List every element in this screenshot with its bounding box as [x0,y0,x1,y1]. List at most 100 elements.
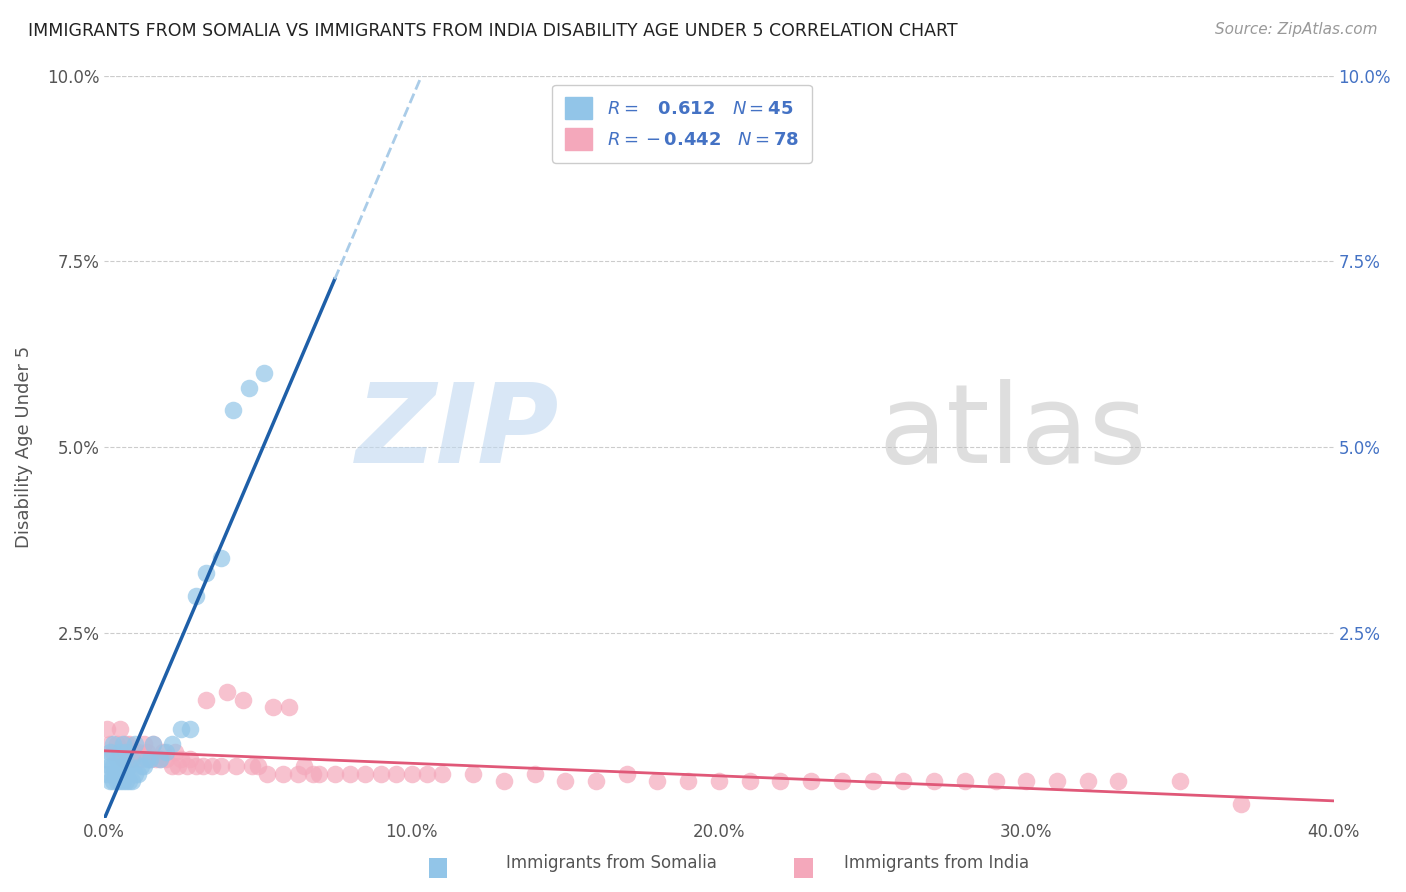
Point [105,767,128,781]
Point [163,745,186,759]
Point [232,692,254,706]
Point [111,737,134,751]
Point [339,767,361,781]
Point [1168,774,1191,789]
Point [292,759,315,773]
Point [1230,797,1253,811]
Point [554,774,576,789]
Point [142,737,165,751]
Point [523,767,546,781]
Point [246,759,269,773]
Text: Source: ZipAtlas.com: Source: ZipAtlas.com [1215,22,1378,37]
Point [100,745,122,759]
Text: Immigrants from India: Immigrants from India [844,855,1029,872]
Point [160,737,183,751]
Text: ZIP: ZIP [356,378,560,485]
Point [96,752,118,766]
Point [170,752,193,766]
Point [148,752,170,766]
Point [118,774,141,789]
Point [145,752,167,766]
Point [108,774,131,789]
Point [96,723,118,737]
Point [240,759,263,773]
Point [108,767,131,781]
Point [217,685,239,699]
Point [111,759,134,773]
Point [738,774,761,789]
Point [416,767,439,781]
Point [121,774,143,789]
Point [118,737,141,751]
Point [103,737,125,751]
Point [111,774,134,789]
Point [100,737,122,751]
Point [152,745,174,759]
Point [194,566,217,581]
Point [103,745,125,759]
Point [225,759,247,773]
Point [160,759,183,773]
Point [209,551,232,566]
Point [271,767,294,781]
Point [167,759,190,773]
Point [385,767,408,781]
Point [108,745,131,759]
Legend: $R = \;$  $\mathbf{0.612}$   $N = \mathbf{45}$, $R = -\mathbf{0.442}$   $N = \ma: $R = \;$ $\mathbf{0.612}$ $N = \mathbf{4… [553,85,811,163]
Point [114,767,136,781]
Point [831,774,853,789]
Point [170,723,193,737]
Point [124,737,146,751]
Point [769,774,792,789]
Point [302,767,325,781]
Point [129,759,152,773]
Point [1015,774,1038,789]
Point [186,589,208,603]
Text: IMMIGRANTS FROM SOMALIA VS IMMIGRANTS FROM INDIA DISABILITY AGE UNDER 5 CORRELAT: IMMIGRANTS FROM SOMALIA VS IMMIGRANTS FR… [28,22,957,40]
Point [800,774,823,789]
Point [155,752,177,766]
Point [103,774,125,789]
Point [179,752,201,766]
Point [129,752,152,766]
Point [492,774,515,789]
Point [96,767,118,781]
Point [118,759,141,773]
Point [111,752,134,766]
Point [253,366,276,380]
Point [370,767,392,781]
Point [134,759,156,773]
Point [100,759,122,773]
Point [256,767,278,781]
Point [136,745,159,759]
Point [186,759,208,773]
Point [287,767,309,781]
Point [262,700,284,714]
Point [103,759,125,773]
Point [308,767,330,781]
Point [891,774,914,789]
Point [139,752,162,766]
Point [108,759,131,773]
Text: Immigrants from Somalia: Immigrants from Somalia [506,855,717,872]
Point [432,767,454,781]
Point [194,692,217,706]
Point [862,774,884,789]
Point [108,723,131,737]
Point [121,752,143,766]
Point [155,745,177,759]
Point [103,767,125,781]
Point [136,752,159,766]
Point [1046,774,1069,789]
Point [124,767,146,781]
Point [124,745,146,759]
Point [108,745,131,759]
Point [127,767,149,781]
Point [105,737,128,751]
Point [105,774,128,789]
Point [176,759,198,773]
Point [114,745,136,759]
Point [1108,774,1130,789]
Point [111,767,134,781]
Text: atlas: atlas [879,378,1147,485]
